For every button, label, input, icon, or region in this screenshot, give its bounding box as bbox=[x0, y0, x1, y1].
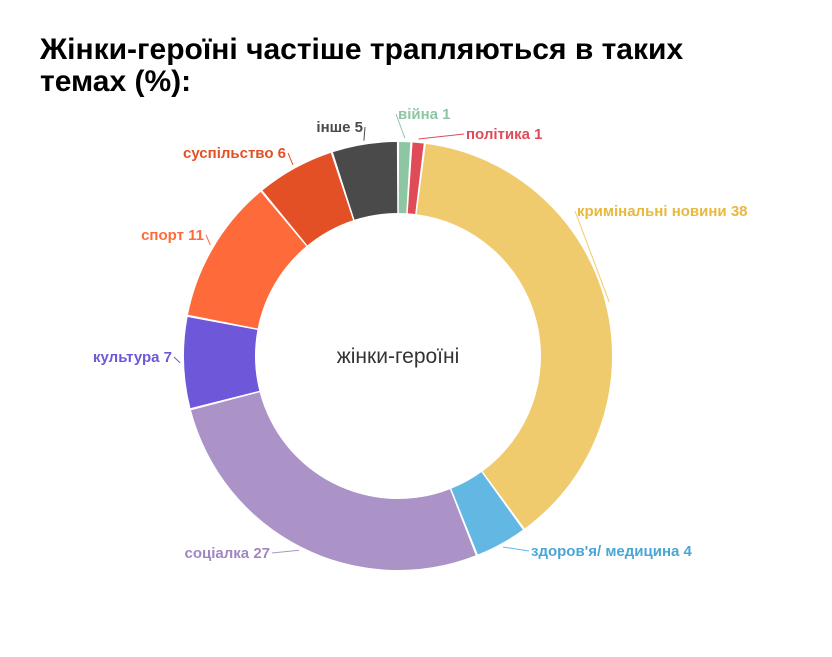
label-connector-здоров-я-медицина bbox=[502, 546, 530, 552]
slice-label-війна: війна 1 bbox=[398, 106, 451, 123]
label-connector-культура bbox=[173, 356, 181, 364]
label-connector-соціалка bbox=[271, 549, 300, 554]
donut-slices bbox=[184, 142, 612, 570]
label-connector-суспільство bbox=[287, 152, 294, 166]
donut-slice-культура bbox=[184, 317, 260, 409]
slice-label-суспільство: суспільство 6 bbox=[183, 145, 286, 162]
slice-label-політика: політика 1 bbox=[466, 126, 542, 143]
slice-labels: війна 1 політика 1 кримінальні новини 38 зд… bbox=[93, 106, 747, 562]
donut-slice-кримінальні-новини bbox=[416, 143, 612, 529]
slice-label-спорт: спорт 11 bbox=[141, 227, 204, 244]
label-connector-війна bbox=[395, 113, 406, 139]
chart-title: Жінки-героїні частіше трапляються в таки… bbox=[40, 33, 684, 98]
label-connector-політика bbox=[418, 133, 465, 140]
donut-center-label: жінки-героїні bbox=[337, 345, 460, 368]
label-connectors bbox=[173, 113, 610, 554]
donut-slice-соціалка bbox=[191, 392, 476, 570]
slice-label-інше: інше 5 bbox=[316, 119, 363, 136]
donut-slice-суспільство bbox=[262, 152, 354, 246]
donut-slice-війна bbox=[398, 142, 411, 214]
donut-slice-здоров-я-медицина bbox=[451, 472, 523, 555]
slice-label-кримінальні-новини: кримінальні новини 38 bbox=[577, 203, 748, 220]
label-connector-кримінальні-новини bbox=[574, 210, 610, 302]
slice-label-культура: культура 7 bbox=[93, 349, 172, 366]
slice-label-соціалка: соціалка 27 bbox=[185, 545, 270, 562]
donut-slice-інше bbox=[332, 142, 398, 220]
donut-slice-спорт bbox=[188, 191, 307, 329]
label-connector-інше bbox=[363, 126, 366, 141]
donut-slice-політика bbox=[407, 142, 424, 215]
slice-label-здоров-я-медицина: здоров'я/ медицина 4 bbox=[531, 543, 693, 560]
label-connector-спорт bbox=[205, 234, 211, 246]
